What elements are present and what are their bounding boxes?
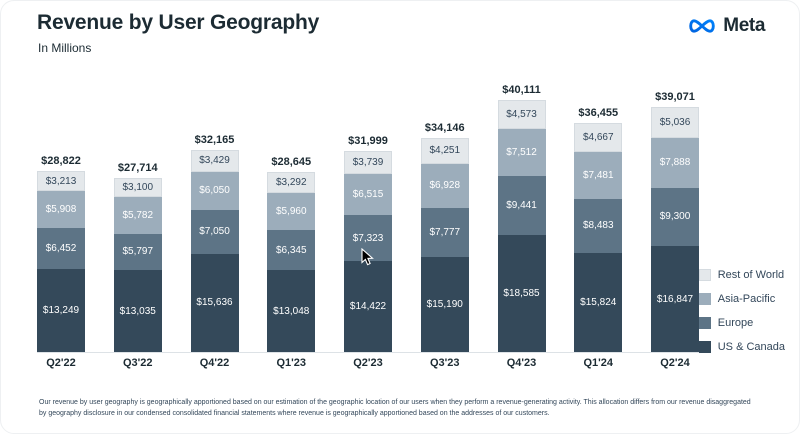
stacked-bar-chart: $28,822 $3,213 $5,908 $6,452 $13,249 $27,714 $… (37, 79, 699, 353)
bar-segment: $5,797 (113, 233, 162, 271)
legend-label: Europe (717, 317, 754, 329)
chart-legend: Rest of World Asia-Pacific Europe US & Cana… (698, 269, 785, 353)
bar-segment: $3,213 (37, 170, 85, 192)
bar-group: $40,111 $4,573 $7,512 $9,441 $18,585 (497, 84, 546, 352)
legend-label: Asia-Pacific (717, 293, 776, 305)
x-axis: Q2'22 Q3'22 Q4'22 Q1'23 Q2'23 Q3'23 Q4'23 Q1'24… (37, 357, 699, 369)
x-axis-label: Q2'22 (46, 357, 76, 369)
x-axis-label: Q4'22 (199, 357, 230, 369)
bar-group: $34,146 $4,251 $6,928 $7,777 $15,190 (420, 121, 469, 352)
bar-segment: $5,908 (37, 191, 85, 229)
bar-segment: $3,739 (344, 151, 392, 175)
bar-total-label: $28,822 (41, 154, 81, 167)
bar-segment: $15,636 (190, 253, 239, 352)
bar-segment: $6,345 (267, 230, 316, 271)
bar-segment: $8,483 (574, 199, 623, 253)
legend-swatch (698, 269, 711, 281)
page-title: Revenue by User Geography (37, 11, 320, 34)
bar-segment: $3,429 (190, 149, 239, 172)
bar-segment: $9,441 (497, 175, 546, 236)
bar-segment: $3,100 (113, 177, 162, 198)
bar-group: $32,165 $3,429 $6,050 $7,050 $15,636 (190, 133, 239, 352)
legend-item: Europe (698, 317, 785, 329)
bar-total-label: $36,455 (578, 107, 619, 120)
x-axis-label: Q3'23 (429, 357, 460, 369)
bar-group: $27,714 $3,100 $5,782 $5,797 $13,035 (113, 161, 162, 352)
legend-swatch (698, 317, 711, 329)
x-axis-label: Q3'22 (122, 357, 153, 369)
bar-segment: $7,512 (497, 128, 546, 176)
bar-total-label: $28,645 (271, 156, 312, 169)
bar-segment: $3,292 (267, 172, 316, 193)
bar-segment: $15,190 (420, 256, 469, 352)
legend-label: US & Canada (717, 341, 785, 353)
bar-segment: $6,928 (420, 164, 469, 208)
bar-segment: $13,048 (267, 270, 316, 352)
bar-total-label: $34,146 (424, 121, 465, 134)
legend-label: Rest of World (717, 269, 785, 281)
bar-segment: $13,035 (113, 270, 162, 352)
bar-group: $28,645 $3,292 $5,960 $6,345 $13,048 (267, 156, 316, 352)
x-axis-label: Q4'23 (506, 357, 537, 369)
bar-segment: $7,050 (190, 209, 239, 254)
bar-segment: $6,515 (344, 174, 392, 216)
legend-item: US & Canada (698, 341, 785, 353)
brand-wordmark: Meta (723, 15, 765, 36)
legend-swatch (698, 341, 711, 353)
bar-group: $39,071 $5,036 $7,888 $9,300 $16,847 (651, 91, 699, 352)
bar-total-label: $27,714 (117, 161, 158, 174)
x-axis-label: Q1'24 (583, 357, 614, 369)
x-axis-label: Q1'23 (276, 357, 307, 369)
bar-segment: $4,667 (574, 123, 623, 153)
meta-infinity-icon (686, 16, 718, 36)
legend-item: Rest of World (698, 269, 785, 281)
bar-segment: $7,323 (344, 215, 392, 262)
bar-segment: $14,422 (344, 261, 392, 352)
bar-segment: $18,585 (497, 235, 546, 352)
bar-segment: $6,050 (190, 171, 239, 210)
bar-segment: $5,782 (113, 197, 162, 234)
bar-segment: $7,777 (420, 207, 469, 257)
bar-segment: $16,847 (651, 246, 699, 352)
footnote-text: Our revenue by user geography is geograp… (39, 398, 751, 417)
bar-group: $28,822 $3,213 $5,908 $6,452 $13,249 (37, 155, 85, 352)
bar-segment: $4,251 (420, 137, 469, 165)
bar-segment: $9,300 (651, 187, 699, 247)
bar-total-label: $31,999 (348, 135, 388, 147)
bar-total-label: $39,071 (655, 90, 695, 103)
bar-segment: $6,452 (37, 228, 85, 269)
bar-segment: $7,888 (651, 138, 699, 188)
bar-segment: $5,036 (651, 106, 699, 139)
bar-segment: $5,960 (267, 192, 316, 231)
bar-total-label: $40,111 (502, 84, 541, 97)
x-axis-label: Q2'24 (660, 357, 690, 369)
bar-total-label: $32,165 (194, 133, 235, 146)
brand-logo: Meta (686, 15, 765, 37)
page-subtitle: In Millions (38, 41, 92, 55)
x-axis-label: Q2'23 (353, 357, 383, 369)
bar-group: $31,999 $3,739 $6,515 $7,323 $14,422 (344, 135, 392, 352)
legend-item: Asia-Pacific (698, 293, 785, 305)
bar-group: $36,455 $4,667 $7,481 $8,483 $15,824 (574, 107, 623, 352)
bar-segment: $7,481 (574, 152, 623, 200)
bar-segment: $15,824 (574, 252, 623, 352)
legend-swatch (698, 293, 711, 305)
bar-segment: $13,249 (37, 268, 85, 352)
bar-segment: $4,573 (497, 100, 546, 129)
